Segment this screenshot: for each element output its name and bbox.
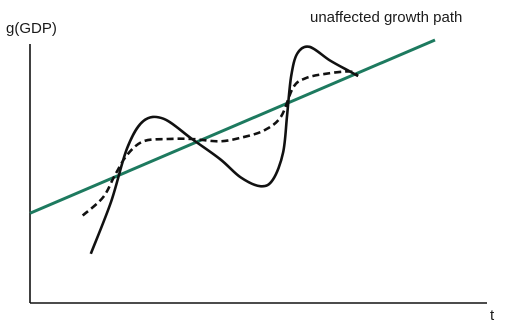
series-cycle-dashed [81, 70, 359, 217]
axes [29, 44, 487, 304]
trend-annotation: unaffected growth path [310, 9, 462, 26]
series-trend [29, 38, 436, 215]
plot-area [29, 38, 436, 255]
series-cycle-solid [89, 45, 359, 255]
y-axis-label: g(GDP) [6, 20, 57, 37]
x-axis-label: t [490, 307, 495, 324]
